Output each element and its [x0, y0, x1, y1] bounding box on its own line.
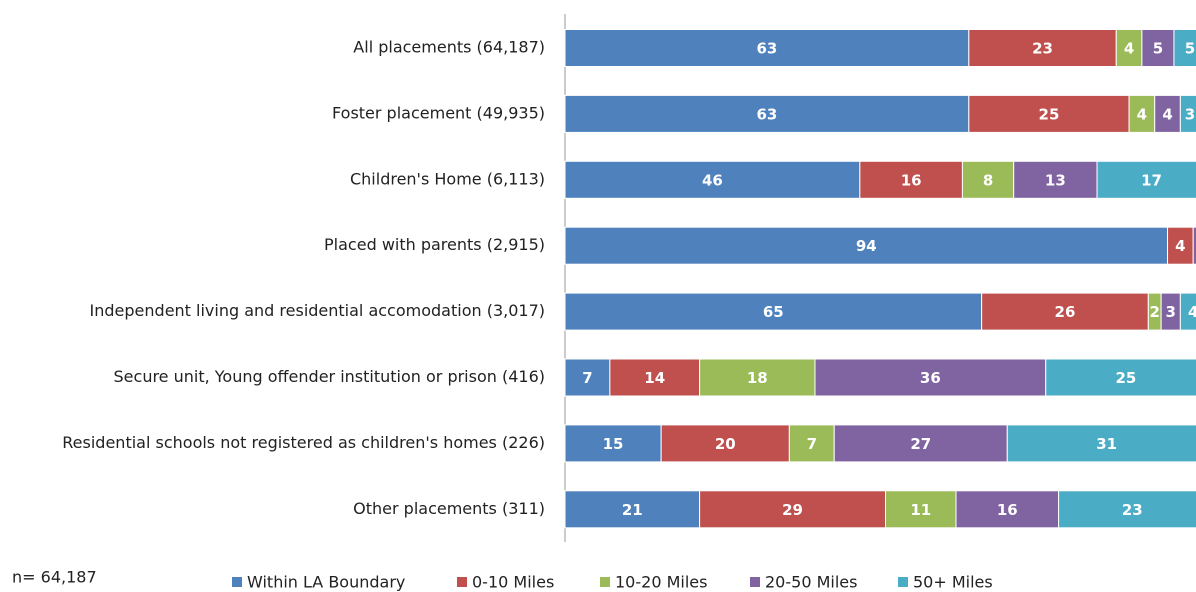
value-label: 46: [702, 171, 723, 189]
legend-swatch: [898, 577, 908, 587]
bar-segment: [968, 29, 1117, 67]
bar-segment: [1179, 292, 1196, 331]
value-label: 29: [782, 501, 803, 519]
category-label: Independent living and residential accom…: [90, 301, 545, 320]
bar-segment: [1006, 424, 1196, 463]
bar-segment: [955, 490, 1060, 529]
value-label: 25: [1115, 369, 1136, 387]
value-label: 63: [756, 105, 777, 123]
value-label: 8: [983, 171, 993, 189]
category-label: Other placements (311): [353, 499, 545, 518]
bar-segment: [981, 292, 1149, 331]
bar-segment: [564, 160, 861, 199]
value-label: 7: [582, 369, 592, 387]
value-label: 26: [1055, 303, 1076, 321]
bar-segment: [1154, 94, 1181, 133]
annotation: n= 64,187: [12, 568, 97, 587]
value-label: 16: [901, 171, 922, 189]
value-label: 23: [1032, 40, 1053, 58]
bar-segment: [885, 490, 957, 529]
category-label: Foster placement (49,935): [332, 103, 545, 122]
bar-segment: [609, 358, 701, 397]
bar-segment: [859, 160, 963, 199]
value-label: 31: [1096, 435, 1117, 453]
bar-segment: [814, 358, 1047, 397]
category-label: All placements (64,187): [353, 38, 545, 57]
value-label: 94: [856, 237, 877, 255]
value-label: 36: [920, 369, 941, 387]
bar-segment: [1128, 94, 1156, 133]
category-label: Secure unit, Young offender institution …: [114, 367, 545, 386]
legend-label: 50+ Miles: [913, 573, 993, 592]
legend-label: 10-20 Miles: [615, 573, 707, 592]
legend-swatch: [600, 577, 610, 587]
legend-swatch: [232, 577, 242, 587]
bar-segment: [1115, 29, 1143, 67]
value-label: 20: [715, 435, 736, 453]
value-label: 5: [1153, 40, 1163, 58]
value-label: 4: [1162, 105, 1172, 123]
category-label: Placed with parents (2,915): [324, 235, 545, 254]
value-label: 5: [1185, 40, 1195, 58]
value-label: 11: [910, 501, 931, 519]
bar-segment: [699, 358, 816, 397]
category-label: Children's Home (6,113): [350, 169, 545, 188]
legend-swatch: [750, 577, 760, 587]
bar-segment: [961, 160, 1015, 199]
value-label: 17: [1141, 171, 1162, 189]
bar-segment: [1058, 490, 1196, 529]
value-label: 3: [1185, 105, 1195, 123]
legend-swatch: [457, 577, 467, 587]
value-label: 25: [1039, 105, 1060, 123]
value-label: 23: [1122, 501, 1143, 519]
legend-label: Within LA Boundary: [247, 573, 405, 592]
value-label: 15: [603, 435, 624, 453]
value-label: 4: [1137, 105, 1147, 123]
value-label: 18: [747, 369, 768, 387]
bar-segment: [660, 424, 790, 463]
bar-segment: [1179, 94, 1196, 133]
category-label: Residential schools not registered as ch…: [62, 433, 545, 452]
value-label: 2: [1150, 303, 1160, 321]
value-label: 14: [644, 369, 665, 387]
bar-segment: [564, 424, 662, 463]
value-label: 63: [756, 40, 777, 58]
bar-segment: [699, 490, 886, 529]
legend-label: 0-10 Miles: [472, 573, 554, 592]
bar-segment: [564, 358, 611, 397]
bar-segment: [564, 226, 1169, 265]
value-label: 16: [997, 501, 1018, 519]
value-label: 65: [763, 303, 784, 321]
bar-segment: [1173, 29, 1196, 67]
value-label: 21: [622, 501, 643, 519]
value-label: 4: [1175, 237, 1185, 255]
value-label: 3: [1166, 303, 1176, 321]
value-label: 4: [1188, 303, 1196, 321]
value-label: 13: [1045, 171, 1066, 189]
value-label: 4: [1124, 40, 1134, 58]
bar-segment: [1096, 160, 1196, 199]
legend-label: 20-50 Miles: [765, 573, 857, 592]
value-label: 27: [910, 435, 931, 453]
bar-segment: [1192, 226, 1196, 265]
bar-segment: [1045, 358, 1196, 397]
bar-segment: [564, 490, 701, 529]
bar-segment: [564, 292, 983, 331]
value-label: 7: [807, 435, 817, 453]
